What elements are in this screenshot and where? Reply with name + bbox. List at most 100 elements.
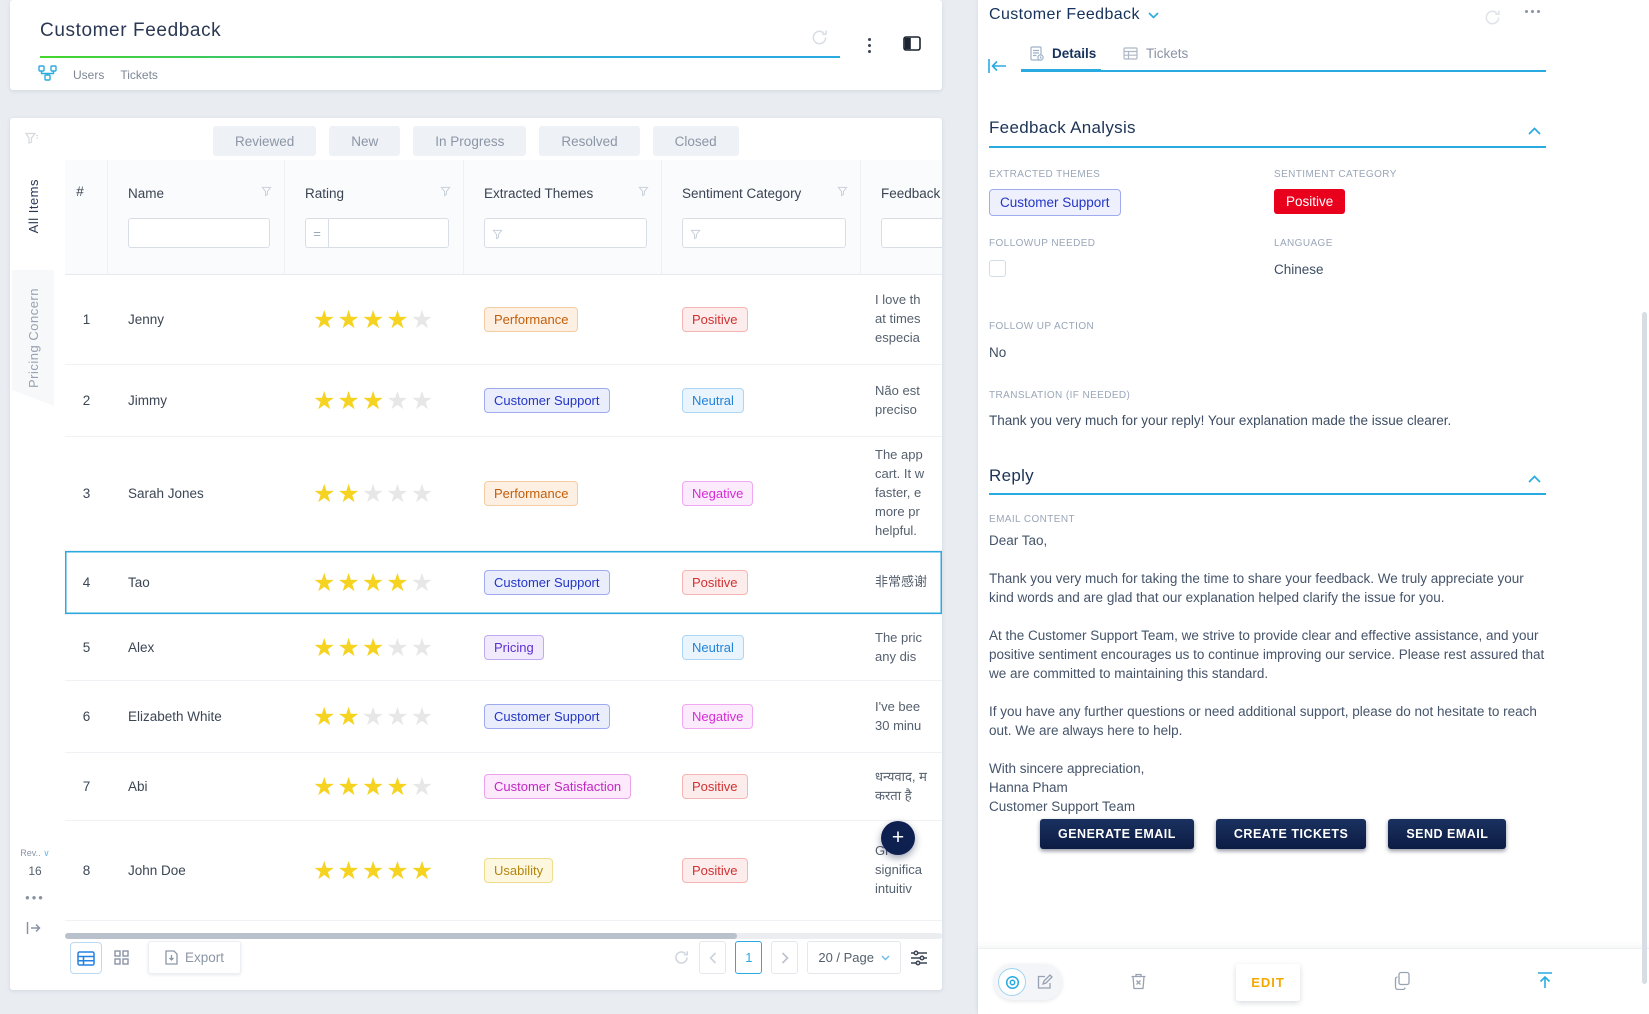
star-icon: ★ [410, 633, 436, 662]
generate-email-button[interactable]: GENERATE EMAIL [1040, 819, 1194, 849]
grid-view-icon[interactable] [114, 950, 129, 970]
page-size-select[interactable]: 20 / Page [807, 941, 901, 974]
status-filter-new[interactable]: New [329, 126, 401, 156]
column-header-feedback[interactable]: Feedback [861, 160, 942, 274]
edit-button[interactable]: EDIT [1236, 964, 1300, 1001]
star-icon: ★ [361, 856, 387, 885]
star-icon: ★ [386, 479, 411, 508]
star-icon: ★ [337, 633, 362, 662]
customer-name: Tao [128, 575, 150, 590]
theme-badge: Customer Support [484, 704, 610, 729]
pagination-refresh-icon[interactable] [673, 949, 690, 966]
star-icon: ★ [313, 633, 338, 662]
collapse-panel-icon[interactable] [987, 56, 1009, 81]
detail-more-icon[interactable] [1523, 10, 1541, 13]
send-email-button[interactable]: SEND EMAIL [1388, 819, 1507, 849]
row-number: 5 [82, 640, 91, 655]
sentiment-badge: Positive [682, 570, 748, 595]
prev-page-button[interactable] [699, 941, 727, 974]
equals-operator[interactable]: = [305, 218, 329, 248]
collapse-section-icon[interactable] [1528, 470, 1541, 488]
filter-input-2[interactable] [328, 218, 449, 248]
edit-mode-icon[interactable] [1032, 969, 1058, 995]
status-filter-in-progress[interactable]: In Progress [413, 126, 527, 156]
column-header-#[interactable]: # [65, 160, 108, 274]
status-filter-resolved[interactable]: Resolved [539, 126, 640, 156]
sidebar-item-pricing-concern[interactable]: Pricing Concern [12, 270, 54, 406]
side-more-icon[interactable]: ••• [25, 890, 45, 905]
feedback-text: धन्यवाद, म करता है [875, 768, 927, 803]
filter-input-1[interactable] [128, 218, 270, 248]
scroll-to-top-icon[interactable] [1536, 971, 1554, 995]
collapse-section-icon[interactable] [1528, 122, 1541, 140]
section-reply-title: Reply [989, 466, 1034, 485]
table-row[interactable]: 8 John Doe ★★★★★ Usability Positive Gr signif… [65, 821, 942, 921]
sidebar-item-all-items[interactable]: All Items [12, 152, 54, 260]
funnel-icon [492, 229, 503, 240]
customer-name: Abi [128, 779, 148, 794]
table-row[interactable]: 5 Alex ★★★★★ Pricing Neutral The pric any dis [65, 615, 942, 681]
panel-toggle-icon[interactable] [903, 36, 921, 51]
filter-input-3[interactable] [484, 218, 647, 248]
delete-icon[interactable] [1130, 971, 1147, 995]
link-users[interactable]: Users [73, 68, 105, 82]
status-filter-reviewed[interactable]: Reviewed [213, 126, 317, 156]
column-header-name[interactable]: Name [108, 160, 285, 274]
row-number: 4 [82, 575, 91, 590]
vertical-scrollbar[interactable] [1642, 312, 1647, 984]
view-mode-icon[interactable] [998, 968, 1026, 996]
refresh-icon[interactable] [810, 28, 829, 47]
column-header-sentiment-category[interactable]: Sentiment Category [662, 160, 861, 274]
filter-input-4[interactable] [682, 218, 846, 248]
followup-needed-checkbox[interactable] [989, 260, 1006, 277]
title-underline [40, 56, 840, 58]
star-icon: ★ [361, 702, 387, 731]
star-icon: ★ [361, 479, 387, 508]
feedback-text: Não est preciso [875, 382, 920, 417]
table-row[interactable]: 2 Jimmy ★★★★★ Customer Support Neutral Não es… [65, 365, 942, 437]
table-row[interactable]: 6 Elizabeth White ★★★★★ Customer Support Neg… [65, 681, 942, 753]
status-filter-closed[interactable]: Closed [652, 126, 739, 156]
email-content: Dear Tao, Thank you very much for taking … [989, 531, 1549, 835]
feedback-text: 非常感谢 [875, 574, 928, 590]
star-icon: ★ [313, 305, 338, 334]
add-item-button[interactable]: + [881, 821, 915, 855]
table-row[interactable]: 1 Jenny ★★★★★ Performance Positive I love th … [65, 275, 942, 365]
star-icon: ★ [313, 772, 338, 801]
tickets-table-icon [1123, 47, 1138, 60]
more-menu-icon[interactable] [868, 36, 871, 54]
current-page[interactable]: 1 [735, 941, 763, 974]
table-row[interactable]: 7 Abi ★★★★★ Customer Satisfaction Positive धन… [65, 753, 942, 821]
table-row[interactable]: 4 Tao ★★★★★ Customer Support Positive 非常感谢 [65, 551, 942, 615]
rating-stars: ★★★★★ [285, 305, 464, 335]
row-number: 6 [82, 709, 91, 724]
filter-input-5[interactable] [881, 218, 942, 248]
detail-title[interactable]: Customer Feedback [989, 6, 1159, 24]
table-view-icon[interactable] [70, 942, 102, 974]
rev-dropdown[interactable]: Rev.. ∨ [20, 848, 50, 858]
follow-up-action-value: No [989, 345, 1007, 360]
customer-name: Alex [128, 640, 155, 655]
table-row[interactable]: 3 Sarah Jones ★★★★★ Performance Negative The … [65, 437, 942, 551]
next-page-button[interactable] [771, 941, 799, 974]
link-tickets[interactable]: Tickets [120, 68, 158, 82]
hscroll-thumb[interactable] [65, 933, 737, 939]
column-header-extracted-themes[interactable]: Extracted Themes [464, 160, 662, 274]
customer-name: Elizabeth White [128, 709, 222, 724]
email-content-label: EMAIL CONTENT [989, 514, 1075, 525]
table-settings-icon[interactable] [910, 949, 928, 966]
tab-tickets[interactable]: Tickets [1123, 46, 1188, 61]
star-icon: ★ [410, 856, 436, 885]
horizontal-scrollbar[interactable] [65, 933, 942, 939]
feedback-text: I've bee 30 minu [875, 698, 922, 733]
view-edit-toggle [994, 964, 1062, 1000]
export-button[interactable]: Export [148, 941, 242, 974]
column-header-rating[interactable]: Rating = [285, 160, 464, 274]
tab-details[interactable]: Details [1030, 46, 1096, 61]
expand-panel-icon[interactable] [25, 920, 42, 941]
create-tickets-button[interactable]: CREATE TICKETS [1215, 819, 1367, 849]
copy-icon[interactable] [1394, 971, 1411, 995]
export-doc-icon [165, 950, 178, 965]
detail-refresh-icon[interactable] [1483, 8, 1502, 27]
